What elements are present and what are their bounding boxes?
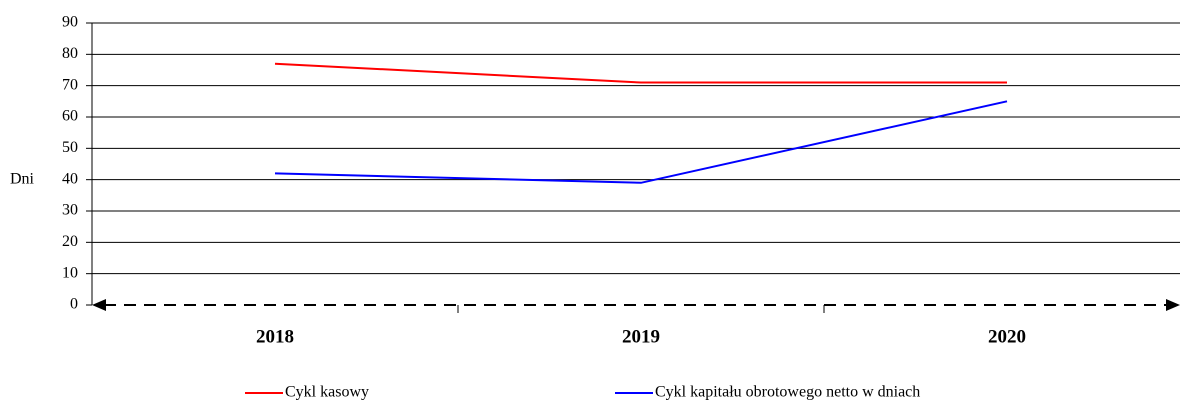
y-tick-label: 10 — [62, 264, 78, 281]
y-tick-label: 50 — [62, 139, 78, 156]
y-tick-label: 0 — [70, 296, 78, 313]
legend-label: Cykl kasowy — [285, 384, 369, 401]
x-axis-arrow — [1166, 299, 1180, 311]
y-tick-label: 40 — [62, 170, 78, 187]
y-tick-label: 80 — [62, 45, 78, 62]
x-tick-label: 2018 — [256, 326, 294, 347]
series-line — [274, 100, 1008, 184]
y-tick-label: 90 — [62, 14, 78, 31]
y-tick-label: 20 — [62, 233, 78, 250]
y-tick-label: 60 — [62, 108, 78, 125]
y-axis-label: Dni — [10, 171, 35, 188]
x-tick-label: 2020 — [988, 326, 1026, 347]
y-tick-label: 70 — [62, 76, 78, 93]
y-tick-label: 30 — [62, 202, 78, 219]
x-tick-label: 2019 — [622, 326, 660, 347]
x-axis-arrow — [92, 299, 106, 311]
series-line — [274, 62, 1007, 84]
legend-label: Cykl kapitału obrotowego netto w dniach — [655, 384, 920, 401]
